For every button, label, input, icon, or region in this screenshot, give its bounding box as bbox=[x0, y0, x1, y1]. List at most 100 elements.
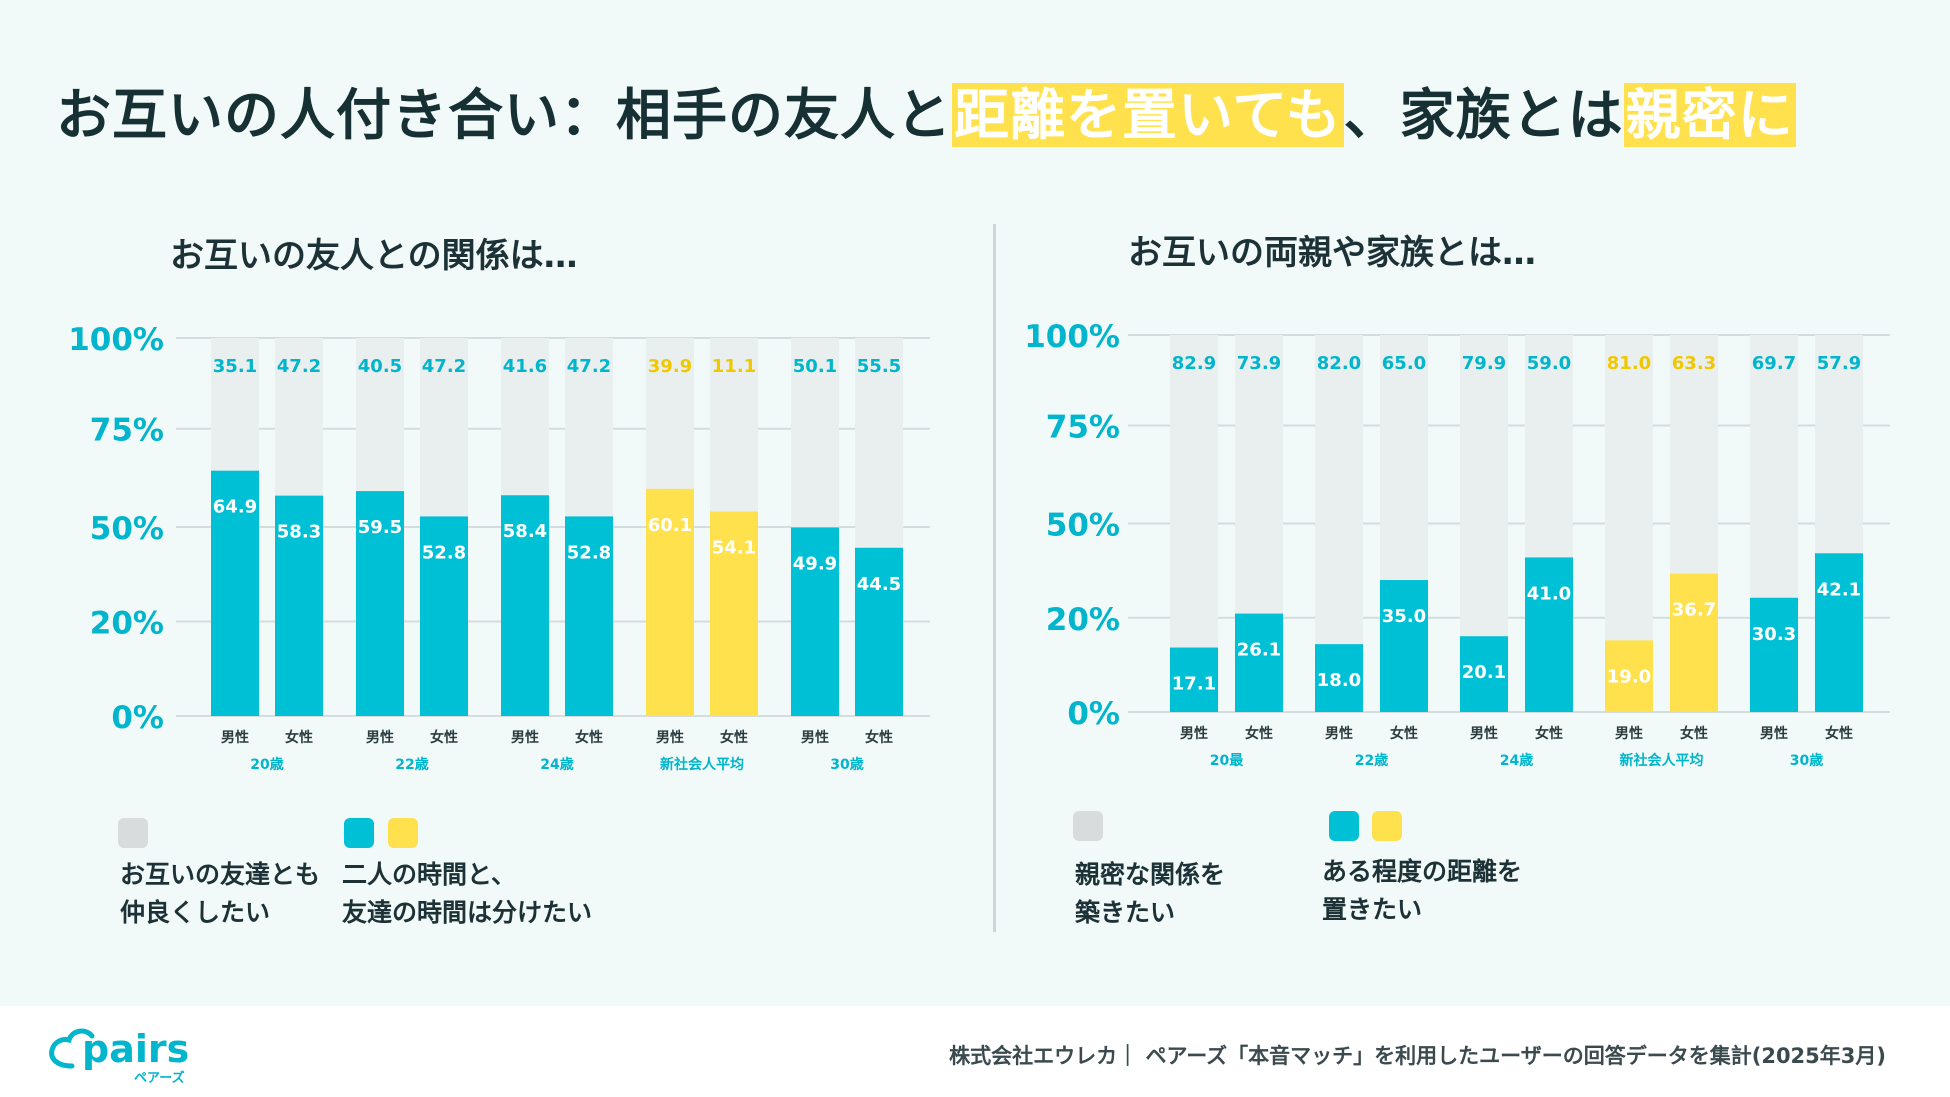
bar-cyan bbox=[1815, 553, 1863, 712]
x-category-label: 男性 bbox=[1325, 725, 1353, 742]
value-label-colored: 58.3 bbox=[277, 522, 321, 543]
value-label-colored: 20.1 bbox=[1462, 662, 1506, 683]
bar-cyan bbox=[1235, 613, 1283, 712]
bar-yellow bbox=[646, 488, 694, 716]
legend-label-family-colored: ある程度の距離を 置きたい bbox=[1322, 857, 1523, 924]
x-category-label: 男性 bbox=[221, 729, 249, 746]
value-label-gray: 69.7 bbox=[1752, 353, 1796, 374]
bar-cyan bbox=[855, 547, 903, 716]
title-highlight-intimate: 親密に bbox=[1623, 83, 1796, 147]
value-label-gray: 73.9 bbox=[1237, 353, 1281, 374]
value-label-gray: 65.0 bbox=[1382, 353, 1426, 374]
y-tick-label: 50% bbox=[1046, 508, 1120, 544]
y-tick-label: 75% bbox=[90, 413, 164, 449]
value-label-gray: 41.6 bbox=[503, 356, 547, 377]
legend-swatch-yellow-friends bbox=[388, 818, 418, 848]
x-group-label: 新社会人平均 bbox=[660, 756, 744, 773]
value-label-gray: 35.1 bbox=[213, 356, 257, 377]
panel-divider bbox=[993, 224, 996, 932]
title-highlight-distance: 距離を置いても bbox=[952, 83, 1344, 147]
bar-cyan bbox=[791, 527, 839, 716]
pairs-logo-text: pairs bbox=[82, 1027, 189, 1071]
y-tick-label: 20% bbox=[90, 606, 164, 642]
bar-cyan bbox=[1460, 636, 1508, 712]
family-relationship-chart: 100% 75% 50% 20% 0% 82.9 17.1 男性 73.9 26.1 女性 82.0 1… bbox=[1024, 319, 1890, 769]
pairs-logo: pairs ペアーズ bbox=[49, 1027, 189, 1086]
x-category-label: 女性 bbox=[865, 729, 893, 746]
legend-swatch-yellow-family bbox=[1372, 811, 1402, 841]
x-category-label: 女性 bbox=[575, 729, 603, 746]
bar-cyan bbox=[1315, 644, 1363, 712]
value-label-colored: 36.7 bbox=[1672, 600, 1716, 621]
x-category-label: 女性 bbox=[1245, 725, 1273, 742]
value-label-colored: 30.3 bbox=[1752, 624, 1796, 645]
y-tick-label: 0% bbox=[111, 700, 164, 736]
value-label-colored: 26.1 bbox=[1237, 640, 1281, 661]
x-group-label: 24歳 bbox=[1500, 752, 1533, 769]
value-label-gray: 40.5 bbox=[358, 356, 402, 377]
legend-label-friends-gray: お互いの友達とも 仲良くしたい bbox=[120, 860, 321, 927]
value-label-gray: 47.2 bbox=[422, 356, 466, 377]
value-label-gray: 47.2 bbox=[277, 356, 321, 377]
pairs-cloud-icon bbox=[49, 1028, 95, 1069]
left-chart-title: お互いの友人との関係は… bbox=[170, 236, 578, 276]
value-label-colored: 19.0 bbox=[1607, 666, 1651, 687]
x-category-label: 男性 bbox=[511, 729, 539, 746]
value-label-gray: 82.9 bbox=[1172, 353, 1216, 374]
right-chart-title: お互いの両親や家族とは… bbox=[1128, 233, 1536, 273]
x-category-label: 男性 bbox=[1470, 725, 1498, 742]
x-category-label: 女性 bbox=[1535, 725, 1563, 742]
value-label-gray: 11.1 bbox=[712, 356, 756, 377]
value-label-gray: 47.2 bbox=[567, 356, 611, 377]
x-group-label: 新社会人平均 bbox=[1620, 752, 1704, 769]
x-category-label: 男性 bbox=[1615, 725, 1643, 742]
legend-swatch-gray-friends bbox=[118, 818, 148, 848]
bar-cyan bbox=[1525, 557, 1573, 712]
value-label-colored: 52.8 bbox=[422, 542, 466, 563]
value-label-gray: 79.9 bbox=[1462, 353, 1506, 374]
value-label-gray: 50.1 bbox=[793, 356, 837, 377]
value-label-colored: 49.9 bbox=[793, 553, 837, 574]
bar-cyan bbox=[356, 491, 404, 716]
bar-cyan bbox=[275, 495, 323, 716]
value-label-colored: 18.0 bbox=[1317, 670, 1361, 691]
value-label-gray: 82.0 bbox=[1317, 353, 1361, 374]
y-tick-label: 20% bbox=[1046, 602, 1120, 638]
x-category-label: 男性 bbox=[801, 729, 829, 746]
footer-bar bbox=[0, 1006, 1950, 1097]
bar-yellow bbox=[1605, 640, 1653, 712]
value-label-colored: 17.1 bbox=[1172, 674, 1216, 695]
bar-cyan bbox=[1170, 647, 1218, 712]
y-tick-label: 100% bbox=[68, 322, 164, 358]
value-label-colored: 42.1 bbox=[1817, 579, 1861, 600]
value-label-colored: 41.0 bbox=[1527, 583, 1571, 604]
x-category-label: 女性 bbox=[1680, 725, 1708, 742]
bar-cyan bbox=[1750, 597, 1798, 712]
x-category-label: 男性 bbox=[656, 729, 684, 746]
x-group-label: 20最 bbox=[1210, 752, 1244, 769]
value-label-colored: 54.1 bbox=[712, 538, 756, 559]
value-label-gray: 63.3 bbox=[1672, 353, 1716, 374]
value-label-gray: 39.9 bbox=[648, 356, 692, 377]
x-group-label: 24歳 bbox=[540, 756, 573, 773]
x-category-label: 男性 bbox=[1180, 725, 1208, 742]
value-label-gray: 55.5 bbox=[857, 356, 901, 377]
y-tick-label: 75% bbox=[1046, 409, 1120, 445]
x-category-label: 女性 bbox=[1390, 725, 1418, 742]
legend-label-family-gray: 親密な関係を 築きたい bbox=[1075, 860, 1226, 927]
bar-cyan bbox=[501, 495, 549, 716]
x-category-label: 女性 bbox=[285, 729, 313, 746]
x-category-label: 女性 bbox=[430, 729, 458, 746]
y-tick-label: 0% bbox=[1067, 696, 1120, 732]
value-label-gray: 59.0 bbox=[1527, 353, 1571, 374]
value-label-colored: 35.0 bbox=[1382, 606, 1426, 627]
value-label-colored: 60.1 bbox=[648, 515, 692, 536]
value-label-colored: 58.4 bbox=[503, 521, 547, 542]
value-label-colored: 59.5 bbox=[358, 517, 402, 538]
pairs-logo-sub: ペアーズ bbox=[134, 1070, 185, 1086]
source-note: 株式会社エウレカ｜ ペアーズ「本音マッチ」を利用したユーザーの回答データを集計(… bbox=[949, 1044, 1886, 1068]
page-title: お互いの人付き合い：相手の友人と距離を置いても、家族とは親密に bbox=[56, 83, 1796, 147]
x-category-label: 女性 bbox=[720, 729, 748, 746]
x-group-label: 30歳 bbox=[1790, 752, 1823, 769]
legend-swatch-gray-family bbox=[1073, 811, 1103, 841]
